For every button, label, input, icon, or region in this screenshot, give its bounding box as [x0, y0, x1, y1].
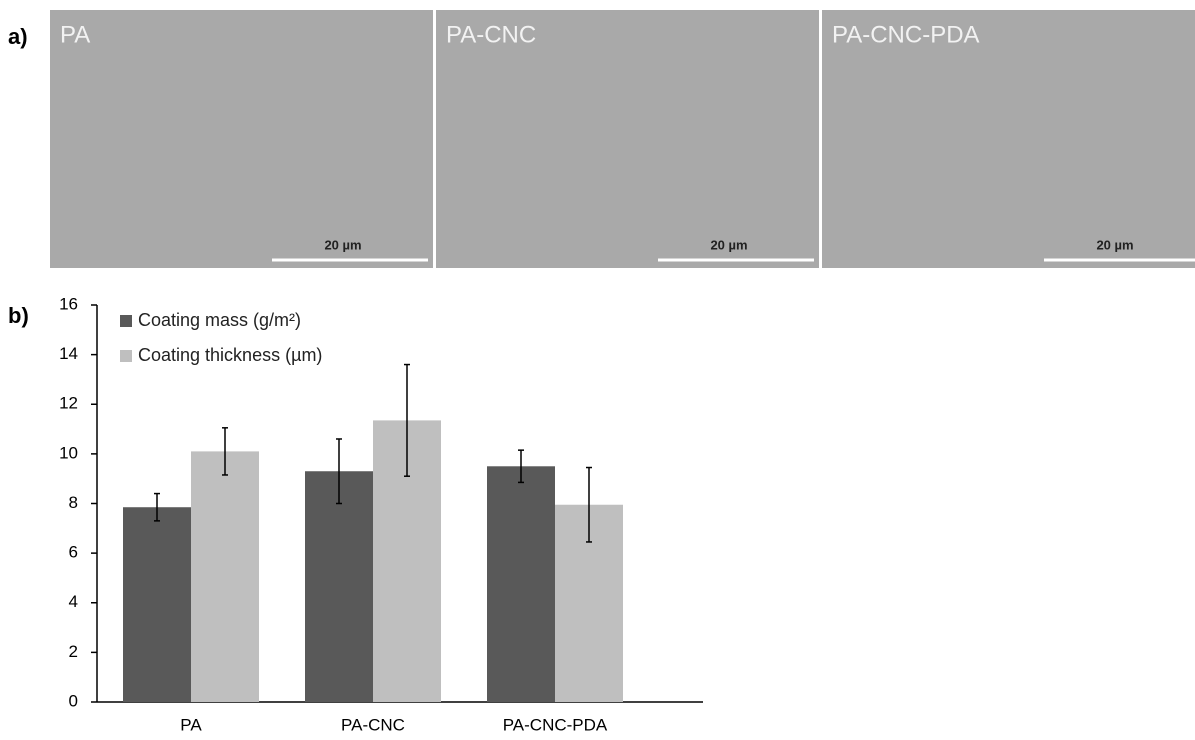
- legend-swatch: [120, 315, 132, 327]
- y-tick-label: 0: [69, 691, 78, 710]
- scale-bar-label: 20 µm: [324, 237, 361, 252]
- legend-swatch: [120, 350, 132, 362]
- x-tick-label: PA: [180, 715, 202, 734]
- y-tick-label: 10: [59, 443, 78, 462]
- panel-label: b): [8, 303, 29, 328]
- panel-label: a): [8, 24, 28, 49]
- y-tick-label: 2: [69, 642, 78, 661]
- x-tick-label: PA-CNC-PDA: [503, 715, 608, 734]
- y-tick-label: 14: [59, 344, 78, 363]
- y-tick-label: 8: [69, 493, 78, 512]
- y-tick-label: 12: [59, 394, 78, 413]
- legend-label: Coating mass (g/m²): [138, 310, 301, 330]
- bar: [487, 466, 555, 702]
- figure: a) b) PA 20 µm PA-CNC 20 µm PA-CNC-PDA 20 µm 0…: [0, 0, 1195, 740]
- image-label: PA-CNC-PDA: [832, 21, 980, 48]
- scale-bar-label: 20 µm: [710, 237, 747, 252]
- y-tick-label: 4: [69, 592, 78, 611]
- sem-image: [50, 10, 433, 268]
- sem-image: [436, 10, 819, 268]
- scale-bar-label: 20 µm: [1096, 237, 1133, 252]
- legend-label: Coating thickness (µm): [138, 345, 322, 365]
- bar: [191, 451, 259, 702]
- bar: [123, 507, 191, 702]
- image-label: PA: [60, 21, 90, 48]
- bar: [305, 471, 373, 702]
- y-tick-label: 6: [69, 543, 78, 562]
- sem-image: [822, 10, 1195, 268]
- image-label: PA-CNC: [446, 21, 536, 48]
- y-tick-label: 16: [59, 294, 78, 313]
- x-tick-label: PA-CNC: [341, 715, 405, 734]
